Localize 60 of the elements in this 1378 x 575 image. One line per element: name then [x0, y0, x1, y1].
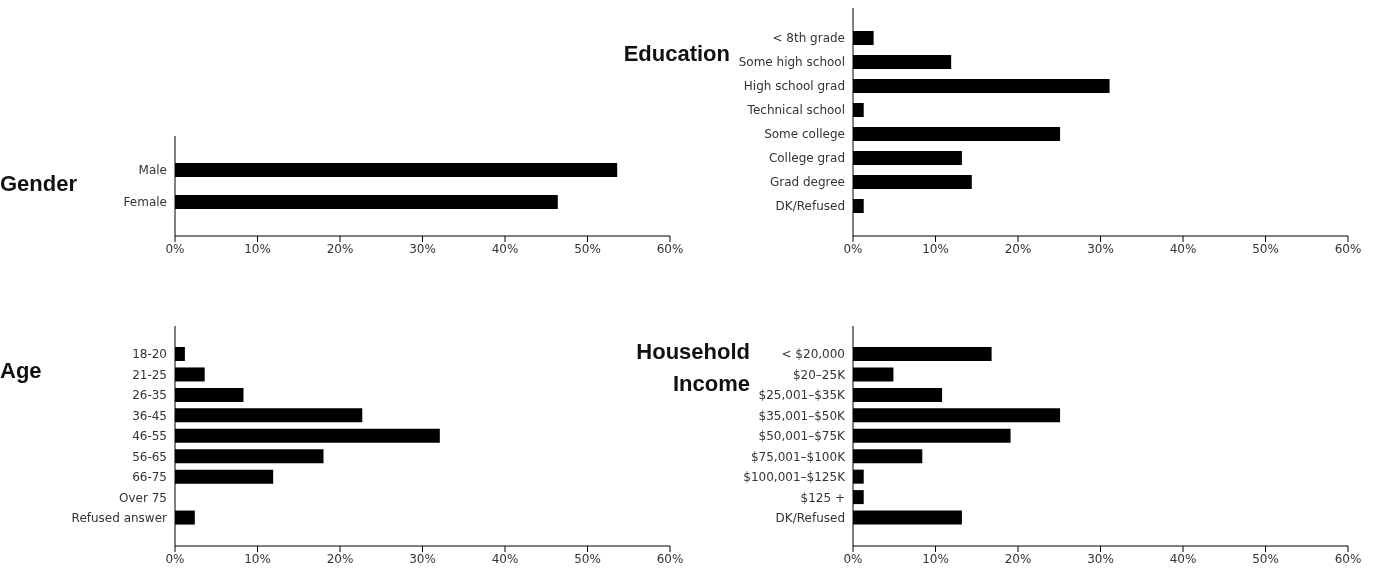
x-tick-label: 40% [491, 551, 519, 566]
y-tick-label: < 8th grade [772, 31, 845, 46]
y-tick-label: < $20,000 [781, 347, 845, 362]
x-tick-label: 50% [1252, 241, 1279, 256]
text: Education [622, 40, 730, 68]
y-tick-label: Grad degree [769, 175, 845, 190]
text: Gender [0, 170, 79, 198]
x-tick-label: 20% [326, 551, 354, 566]
x-tick-label: 60% [1334, 241, 1362, 256]
y-tick-label: 56-65 [132, 449, 167, 464]
y-tick-label: 36-45 [132, 408, 167, 423]
x-tick-label: 10% [922, 551, 949, 566]
y-tick-label: $75,001–$100K [750, 449, 847, 464]
x-tick-label: 30% [409, 551, 436, 566]
x-tick-label: 30% [1087, 241, 1114, 256]
y-tick-label: DK/Refused [775, 199, 845, 214]
x-tick-label: 10% [244, 241, 271, 256]
y-tick-label: 18-20 [132, 347, 167, 362]
x-tick-label: 30% [409, 241, 436, 256]
x-tick-label: 50% [1252, 551, 1279, 566]
y-tick-label: DK/Refused [775, 511, 845, 526]
y-tick-label: $100,001–$125K [743, 470, 847, 485]
x-tick-label: 40% [491, 241, 519, 256]
x-tick-label: 0% [843, 551, 863, 566]
text: Age [0, 357, 43, 385]
y-tick-label: 26-35 [132, 388, 167, 403]
y-tick-label: Female [123, 195, 167, 210]
x-tick-label: 60% [1334, 551, 1362, 566]
x-tick-label: 40% [1169, 241, 1197, 256]
y-tick-label: $50,001–$75K [758, 429, 847, 444]
y-tick-label: College grad [768, 151, 845, 166]
y-tick-label: $20–25K [792, 367, 847, 382]
y-tick-label: Refused answer [71, 511, 168, 526]
x-tick-label: 60% [656, 241, 684, 256]
x-tick-label: 60% [656, 551, 684, 566]
y-tick-label: 21-25 [132, 367, 167, 382]
x-tick-label: 0% [165, 241, 185, 256]
y-tick-label: 66-75 [132, 470, 167, 485]
x-tick-label: 0% [843, 241, 863, 256]
y-tick-label: Over 75 [119, 490, 167, 505]
x-tick-label: 0% [165, 551, 185, 566]
x-tick-label: 30% [1087, 551, 1114, 566]
x-tick-label: 40% [1169, 551, 1197, 566]
y-tick-label: Some college [764, 127, 845, 142]
x-tick-label: 50% [574, 551, 601, 566]
y-tick-label: $25,001–$35K [758, 388, 847, 403]
y-tick-label: Male [138, 163, 167, 178]
y-tick-label: Technical school [746, 103, 845, 118]
text: Household Income [635, 338, 750, 398]
x-tick-label: 50% [574, 241, 601, 256]
x-tick-label: 20% [1004, 241, 1032, 256]
x-tick-label: 20% [1004, 551, 1032, 566]
x-tick-label: 10% [244, 551, 271, 566]
y-tick-label: High school grad [743, 79, 845, 94]
y-tick-label: Some high school [738, 55, 845, 70]
y-tick-label: $125 + [800, 490, 845, 505]
x-tick-label: 20% [326, 241, 354, 256]
x-tick-label: 10% [922, 241, 949, 256]
y-tick-label: 46-55 [132, 429, 167, 444]
y-tick-label: $35,001–$50K [758, 408, 847, 423]
